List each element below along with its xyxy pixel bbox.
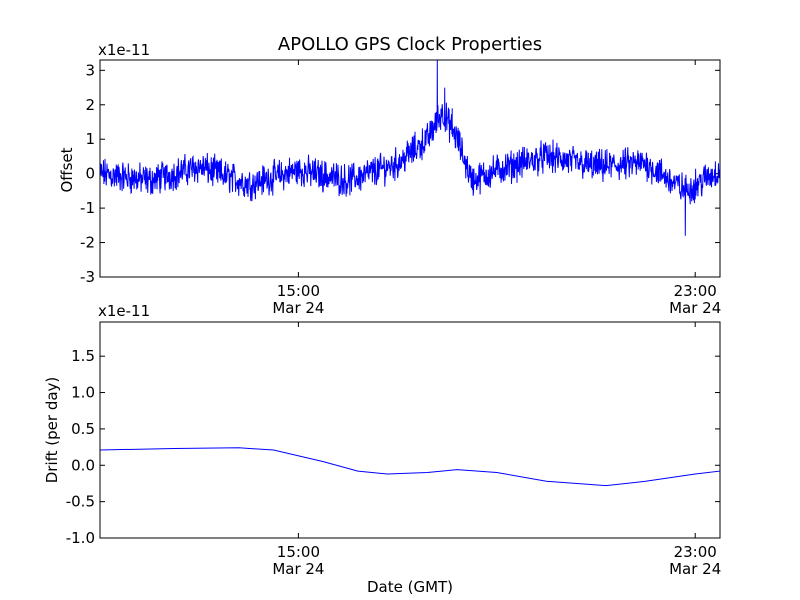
offset-plot-frame bbox=[99, 59, 721, 278]
drift-xtick-date-label: Mar 24 bbox=[272, 560, 324, 578]
drift-y-axis-label: Drift (per day) bbox=[43, 377, 61, 484]
offset-ytick-label: 0 bbox=[85, 165, 95, 183]
drift-xtick-date-label: Mar 24 bbox=[669, 560, 721, 578]
drift-ytick-label: 1.5 bbox=[71, 347, 95, 365]
offset-xtick-date-label: Mar 24 bbox=[272, 299, 324, 317]
offset-ytick-label: -1 bbox=[80, 199, 95, 217]
drift-plot-frame bbox=[99, 321, 721, 539]
offset-series-line bbox=[99, 59, 721, 236]
chart-title: APOLLO GPS Clock Properties bbox=[278, 34, 542, 55]
drift-xtick-time-label: 23:00 bbox=[674, 543, 717, 561]
offset-xtick-time-label: 23:00 bbox=[674, 282, 717, 300]
drift-x-axis-label: Date (GMT) bbox=[367, 578, 453, 596]
offset-y-multiplier: x1e-11 bbox=[98, 41, 150, 59]
offset-ytick-label: -3 bbox=[80, 268, 95, 286]
drift-ytick-label: -0.5 bbox=[66, 493, 95, 511]
drift-ytick-label: 0.0 bbox=[71, 456, 95, 474]
offset-xtick-time-label: 15:00 bbox=[277, 282, 320, 300]
offset-ytick-label: -2 bbox=[80, 234, 95, 252]
drift-ytick-label: -1.0 bbox=[66, 529, 95, 547]
drift-y-multiplier: x1e-11 bbox=[98, 302, 150, 320]
offset-ytick-label: 1 bbox=[85, 130, 95, 148]
drift-panel: x1e-11 Drift (per day) Date (GMT) -1.0 -0… bbox=[43, 302, 721, 596]
offset-xtick-date-label: Mar 24 bbox=[669, 299, 721, 317]
drift-ytick-label: 1.0 bbox=[71, 384, 95, 402]
offset-ytick-label: 3 bbox=[85, 61, 95, 79]
drift-ytick-label: 0.5 bbox=[71, 420, 95, 438]
drift-xtick-time-label: 15:00 bbox=[277, 543, 320, 561]
offset-y-axis-label: Offset bbox=[58, 147, 76, 192]
offset-ytick-label: 2 bbox=[85, 96, 95, 114]
